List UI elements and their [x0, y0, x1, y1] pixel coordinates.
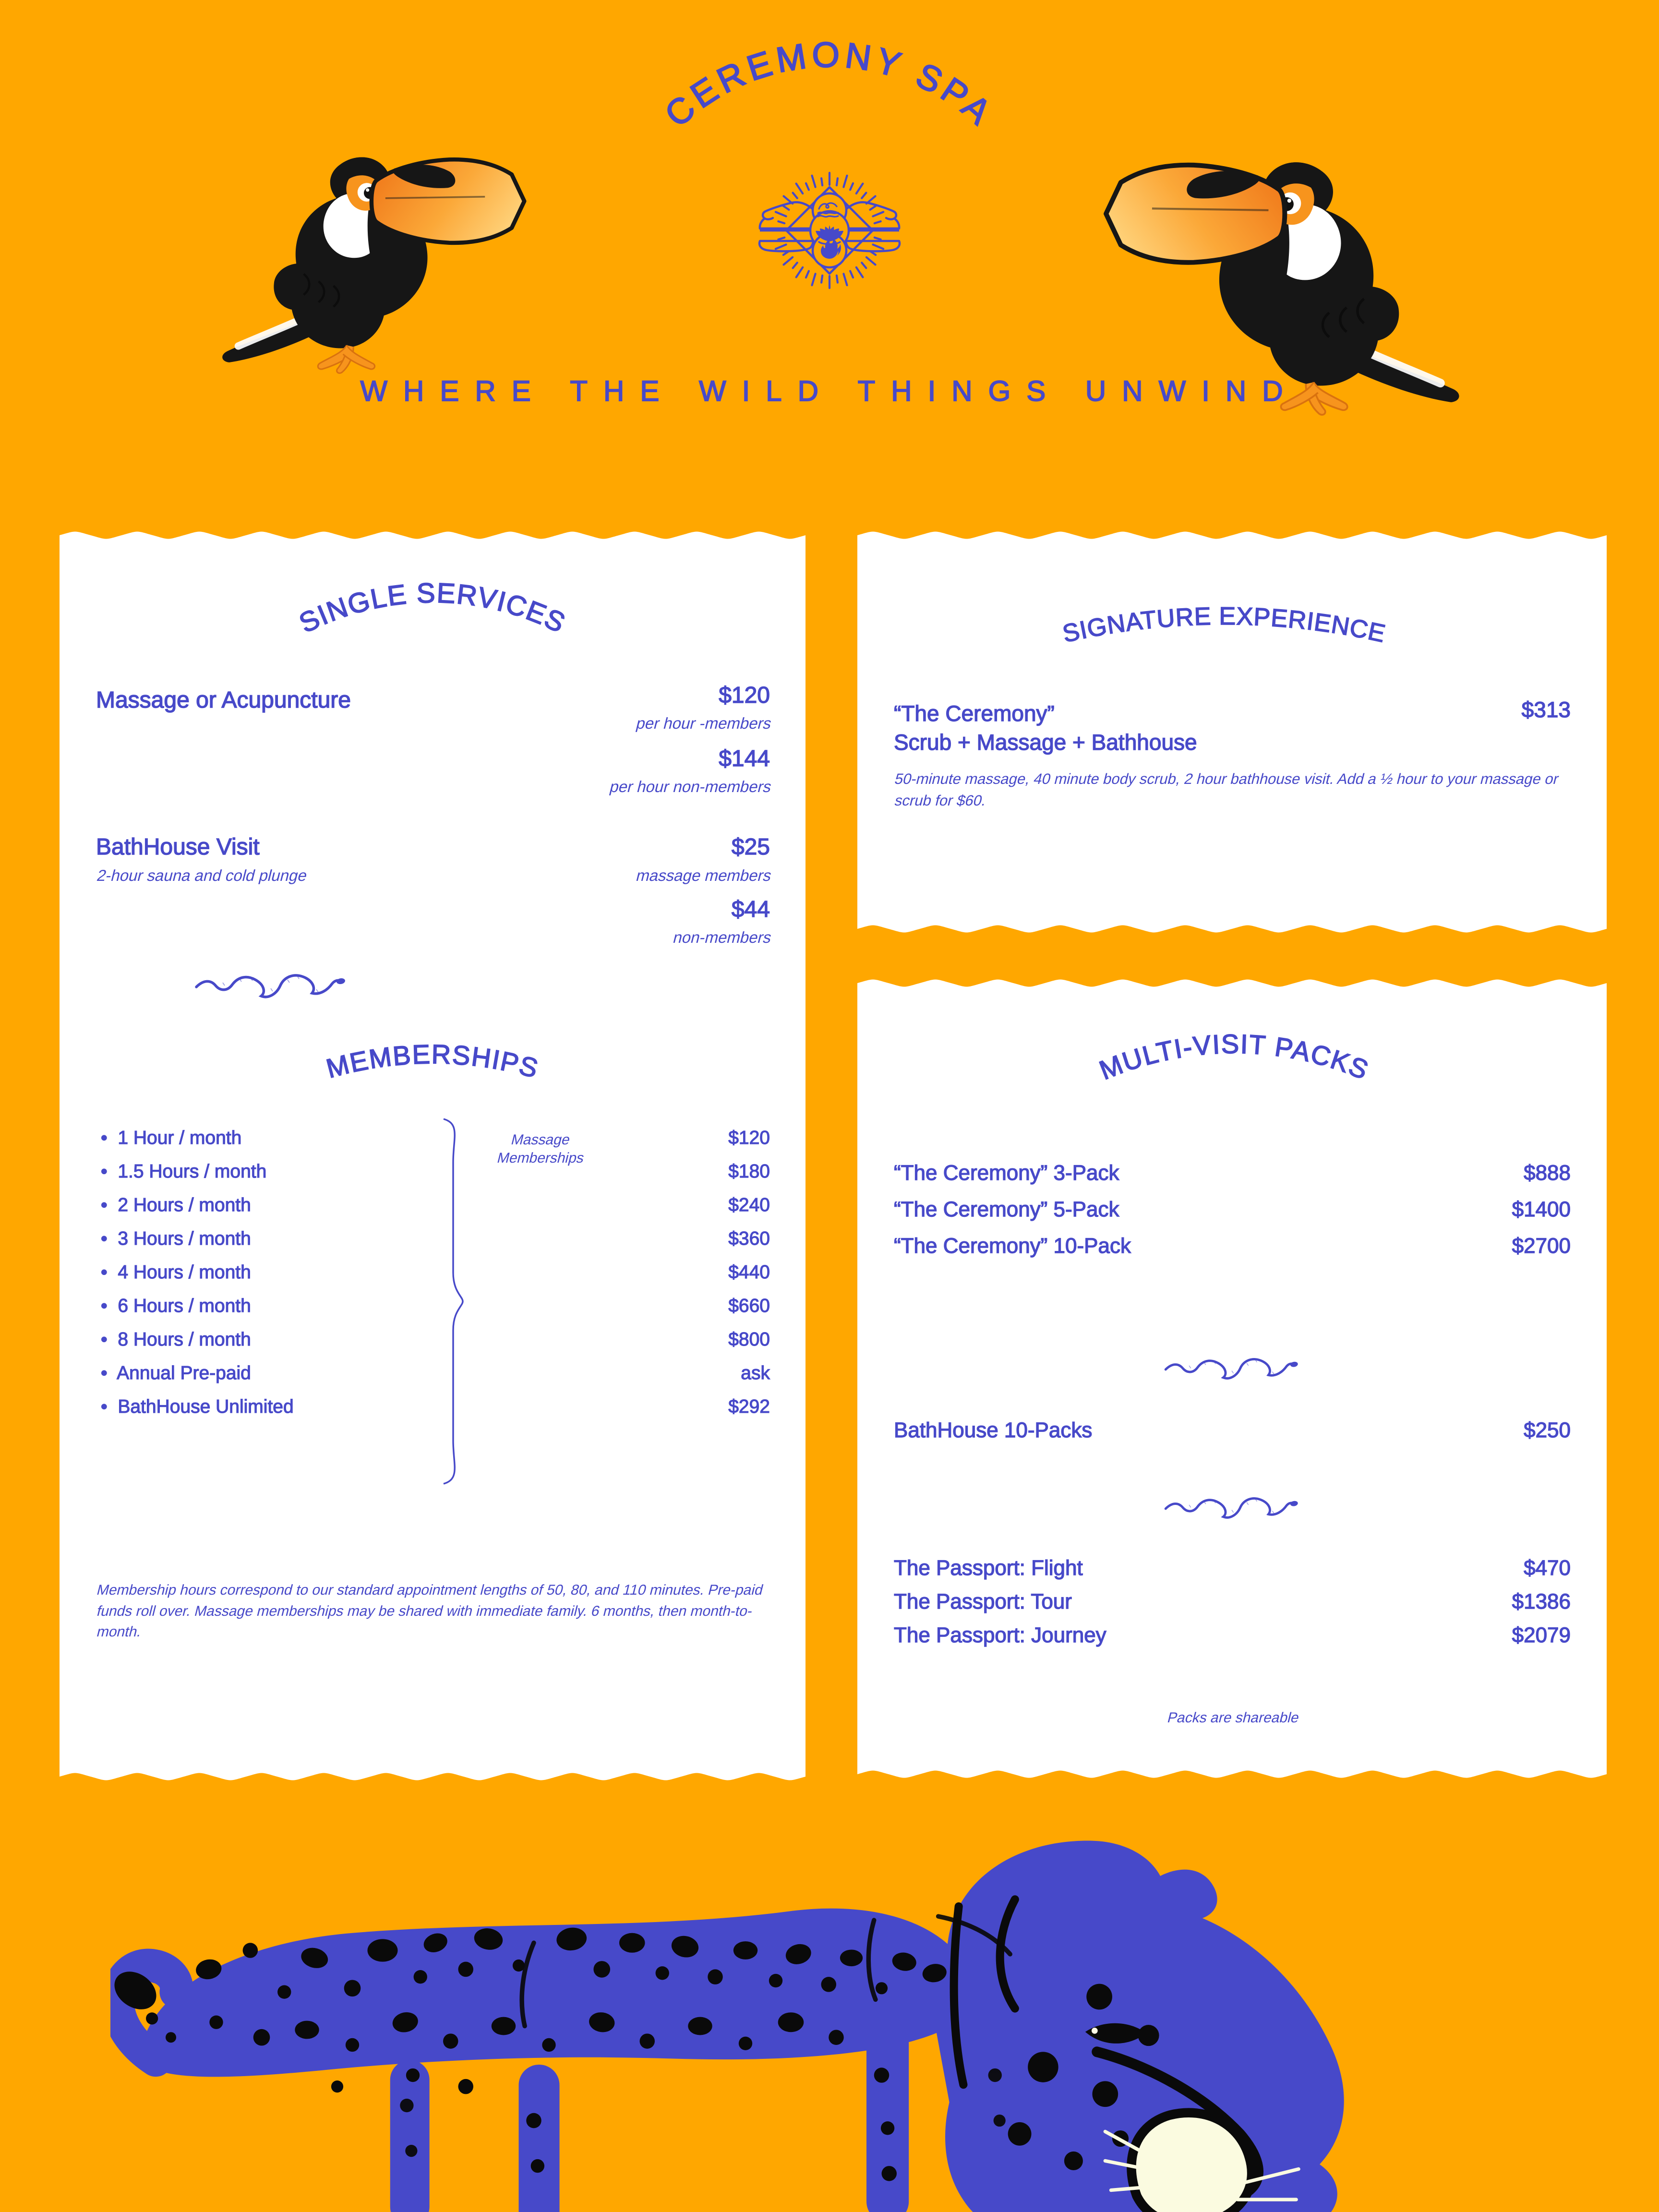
- svg-text:SINGLE SERVICES: SINGLE SERVICES: [294, 577, 570, 639]
- svg-text:MULTI-VISIT PACKS: MULTI-VISIT PACKS: [1095, 1029, 1373, 1085]
- svg-text:SIGNATURE EXPERIENCE: SIGNATURE EXPERIENCE: [1060, 602, 1388, 648]
- svg-text:MEMBERSHIPS: MEMBERSHIPS: [323, 1039, 542, 1084]
- svg-text:CEREMONY SPA: CEREMONY SPA: [657, 35, 1002, 134]
